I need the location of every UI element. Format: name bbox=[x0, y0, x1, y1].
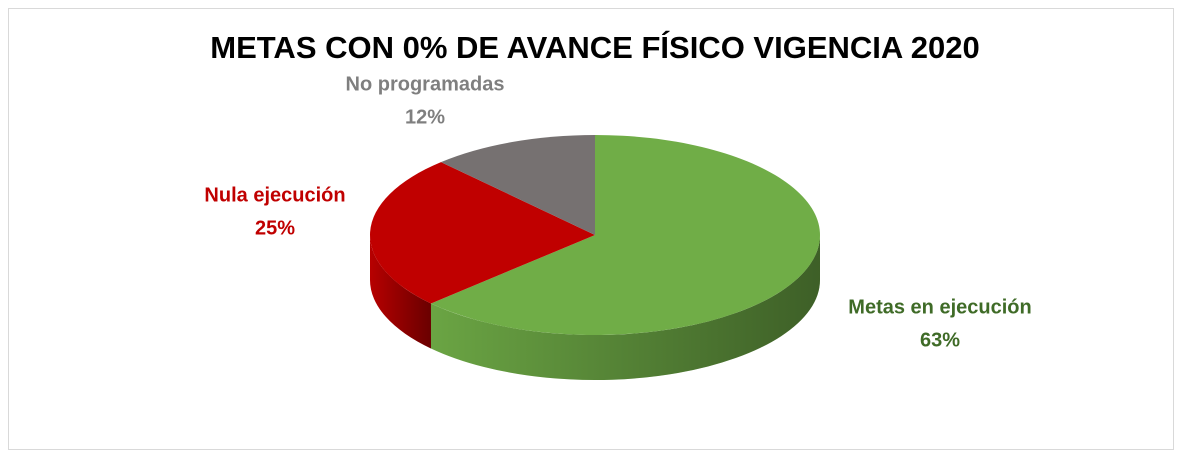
slice bbox=[440, 135, 595, 235]
slice-label: No programadas bbox=[346, 73, 505, 95]
slice-label: Nula ejecución bbox=[204, 184, 345, 206]
slice-side-shade bbox=[370, 235, 431, 349]
chart-title: METAS CON 0% DE AVANCE FÍSICO VIGENCIA 2… bbox=[210, 30, 979, 65]
slice-value-label: 12% bbox=[405, 106, 445, 128]
slice bbox=[430, 135, 821, 336]
slice bbox=[370, 162, 595, 304]
slice-side-shade bbox=[430, 235, 820, 380]
slice-value-label: 63% bbox=[920, 329, 960, 351]
slice-value-label: 25% bbox=[255, 217, 295, 239]
slice-label: Metas en ejecución bbox=[848, 296, 1031, 318]
